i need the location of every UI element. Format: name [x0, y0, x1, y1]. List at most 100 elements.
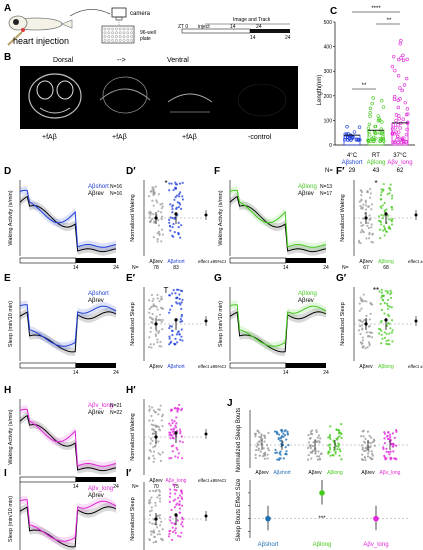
j-top-point	[329, 437, 332, 440]
j-top-point	[339, 450, 342, 453]
dot-point	[152, 236, 155, 239]
j-bottom-point	[319, 490, 325, 496]
c-point	[398, 86, 402, 90]
dot-point	[180, 315, 183, 318]
j-top-plot	[249, 410, 410, 468]
dot-point	[150, 414, 153, 418]
dot-point	[150, 423, 153, 426]
dot-point	[155, 199, 158, 202]
dot-point	[381, 229, 385, 232]
dot-point	[150, 211, 153, 215]
day-bar	[19, 362, 76, 369]
j-sig: ***	[318, 516, 326, 522]
dot-point	[150, 346, 153, 349]
j-top-point	[386, 437, 390, 441]
j-top-point	[266, 453, 269, 456]
dot-point	[179, 289, 183, 292]
dot-point	[389, 183, 392, 186]
j-top-point	[328, 450, 331, 454]
dot-group-treat: Aβshort	[167, 259, 185, 265]
dot-point	[168, 457, 171, 460]
dot-point	[150, 321, 153, 324]
dot-group-rev: Aβrev	[359, 259, 373, 265]
dot-point	[383, 201, 386, 205]
dot-point	[161, 537, 164, 541]
j-top-point	[329, 454, 332, 457]
dot-mean	[154, 435, 158, 439]
j-top-point	[328, 443, 332, 446]
dot-mean	[174, 513, 178, 517]
j-top-point	[338, 431, 341, 434]
dot-point	[158, 530, 161, 533]
dot-point	[181, 195, 184, 198]
dot-point	[155, 540, 158, 543]
dot-point	[150, 533, 153, 536]
j-xlabel-6: Aβv_long	[380, 470, 401, 476]
dot-point	[148, 299, 151, 302]
dot-point	[390, 291, 393, 294]
dot-point	[160, 240, 163, 243]
dot-point	[152, 529, 155, 532]
dot-point	[177, 226, 180, 229]
rev-trace-band	[20, 502, 116, 550]
dot-point	[151, 199, 154, 202]
j-top-point	[309, 436, 312, 440]
dot-point	[387, 339, 390, 342]
c-point	[406, 112, 410, 116]
dot-point	[157, 440, 160, 443]
dot-point	[158, 233, 161, 237]
dot-mean	[154, 517, 158, 521]
dot-point	[149, 442, 152, 445]
dot-point	[366, 346, 369, 349]
legend-n-treat: N=21	[110, 403, 122, 409]
dot-point	[371, 303, 374, 306]
dot-point	[380, 291, 383, 294]
effect-point	[414, 319, 418, 323]
j-top-point	[387, 430, 390, 434]
dot-point	[179, 338, 182, 341]
dot-point	[179, 191, 182, 194]
dot-point	[359, 319, 362, 322]
dot-point	[160, 520, 163, 523]
dot-point	[153, 304, 157, 308]
dot-point	[360, 194, 363, 197]
j-xlabel-5: Aβrev	[361, 470, 375, 476]
dot-point	[391, 340, 394, 343]
dot-point	[169, 203, 172, 206]
j-top-point	[273, 430, 277, 433]
dot-point	[377, 219, 381, 222]
dot-point	[172, 483, 175, 486]
dot-point	[178, 511, 181, 514]
j-top-point	[363, 456, 367, 459]
j-top-point	[315, 429, 318, 432]
dot-point	[176, 519, 179, 522]
dot-point	[161, 318, 164, 322]
c-group-1: Aβshort	[342, 160, 363, 166]
c-ytick-label: 400	[324, 45, 333, 51]
panel-j: J Normalized Sleep Bouts Aβrev Aβshort A…	[227, 398, 410, 548]
j-top-point	[383, 442, 387, 445]
night-bar	[75, 363, 116, 368]
c-point	[390, 131, 395, 135]
c-point	[348, 138, 353, 142]
c-point	[345, 125, 349, 129]
j-top-point	[368, 441, 372, 445]
j-top-point	[284, 452, 287, 456]
dot-point	[380, 223, 383, 226]
legend-rev: Aβrev	[298, 191, 314, 197]
dot-point	[383, 228, 387, 231]
dot-point	[156, 297, 159, 300]
well	[115, 27, 118, 31]
dot-sig: *	[164, 179, 167, 188]
j-top-point	[258, 435, 261, 439]
dot-point	[158, 497, 162, 500]
dot-n-prefix: N=	[132, 484, 139, 490]
dot-point	[152, 409, 155, 412]
dot-point	[147, 457, 151, 460]
dot-point	[158, 513, 162, 517]
j-top-point	[328, 435, 331, 438]
dot-point	[389, 327, 392, 330]
c-points	[343, 38, 410, 146]
j-top-point	[307, 458, 310, 461]
dot-point	[171, 428, 175, 431]
